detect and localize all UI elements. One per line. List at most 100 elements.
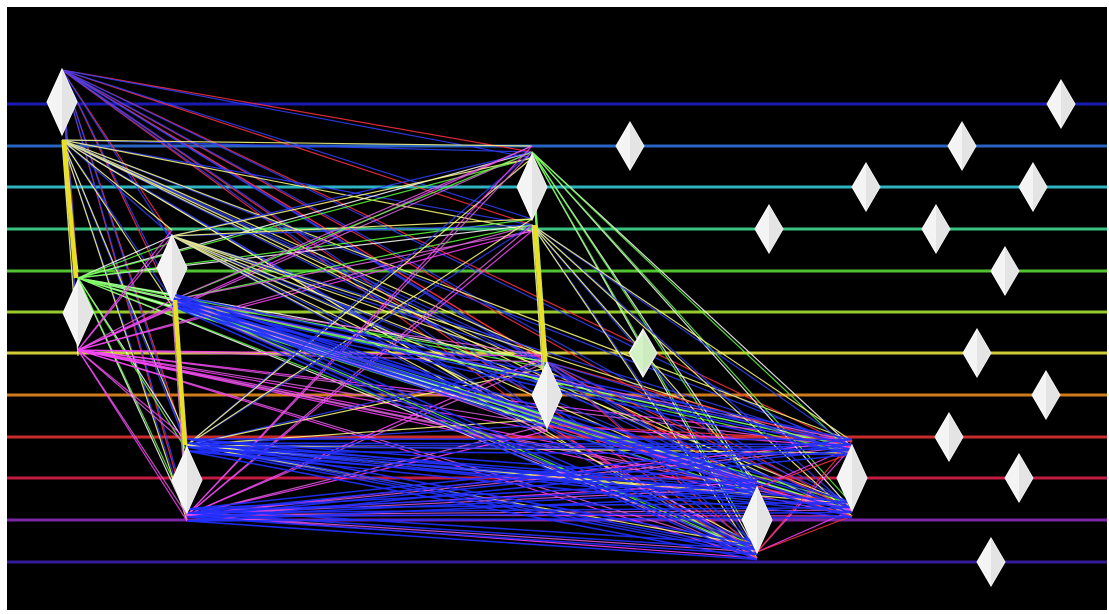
network-edge [61, 69, 533, 226]
network-edge [61, 139, 173, 237]
network-edge [756, 446, 853, 553]
structure-node-8-shade [852, 445, 867, 511]
network-edge [77, 277, 548, 363]
structure-node-4-shade [187, 447, 202, 513]
network-edge [77, 349, 853, 448]
network-edge [77, 349, 758, 483]
network-edge [61, 139, 533, 226]
network-edge [77, 349, 548, 363]
free-node-14 [976, 537, 1006, 587]
free-node-12-shade [949, 413, 963, 461]
structure-node-8 [836, 443, 868, 513]
free-node-tint [630, 333, 656, 373]
network-edge [61, 139, 173, 307]
network-edge [186, 479, 758, 510]
network-edge [61, 139, 188, 522]
free-node-9 [990, 246, 1020, 296]
network-edge [77, 299, 173, 351]
network-edge [77, 235, 173, 279]
free-node-10 [962, 328, 992, 378]
network-edge [77, 277, 188, 452]
network-edge [186, 438, 853, 441]
network-edge [186, 512, 758, 551]
network-edge [186, 516, 853, 522]
network-edge [77, 151, 533, 279]
network-edge [186, 157, 533, 446]
network-edge [186, 442, 758, 487]
free-node-6-shade [962, 122, 976, 170]
network-edge [186, 450, 758, 497]
network-edge [186, 446, 853, 514]
network-edge [531, 151, 853, 454]
structure-node-3 [156, 233, 188, 303]
network-edge [77, 241, 173, 279]
network-edge [61, 139, 533, 147]
network-edge [171, 224, 533, 301]
network-edge [186, 438, 853, 510]
black-background [7, 7, 1107, 610]
structure-node-1 [46, 67, 78, 137]
network-edge [77, 230, 533, 351]
vertical-edge-3 [532, 224, 548, 363]
network-edge [171, 305, 758, 497]
free-node-10-shade [977, 329, 991, 377]
network-edge [171, 230, 533, 301]
network-edge [171, 151, 533, 237]
free-node-3-shade [769, 205, 783, 253]
free-node-12 [934, 412, 964, 462]
network-edge [61, 139, 173, 231]
vertical-edges-group [61, 139, 548, 446]
network-edge [171, 218, 533, 237]
free-node-4 [851, 162, 881, 212]
network-edge [171, 299, 758, 553]
free-node-7-shade [1061, 80, 1075, 128]
network-edge [171, 224, 533, 237]
network-edge [171, 293, 853, 504]
network-edge [186, 443, 853, 514]
network-edge [61, 69, 853, 454]
free-node-13-shade [1019, 454, 1033, 502]
network-edge [171, 301, 853, 514]
free-node-13 [1004, 453, 1034, 503]
network-edge [171, 305, 853, 456]
free-node-7 [1046, 79, 1076, 129]
free-node-1 [615, 121, 645, 171]
network-edge [171, 235, 853, 454]
network-edge [61, 69, 533, 153]
network-edge [77, 145, 533, 351]
network-edge [61, 69, 533, 220]
network-edge [61, 139, 853, 442]
network-edge [77, 349, 188, 446]
network-edge [186, 520, 758, 561]
network-edge [546, 424, 758, 559]
structure-node-6-shade [547, 362, 562, 428]
network-edge [77, 349, 548, 432]
network-edge [531, 224, 853, 442]
network-edge [61, 139, 533, 232]
structure-node-1-shade [62, 69, 77, 135]
free-node-11 [1031, 370, 1061, 420]
network-edge [171, 151, 533, 301]
network-edge [186, 446, 758, 556]
network-edge [171, 297, 853, 446]
network-edge [171, 301, 853, 451]
network-edge [531, 224, 853, 517]
free-node-6 [947, 121, 977, 171]
structure-node-4 [171, 445, 203, 515]
network-edge [186, 442, 853, 446]
network-edge [186, 224, 533, 516]
network-edge [186, 450, 758, 561]
network-edge [171, 297, 758, 551]
vertical-edge-1 [61, 139, 79, 279]
network-edge [171, 305, 758, 561]
network-edge [186, 151, 533, 446]
network-edge [186, 450, 853, 519]
network-edge [186, 508, 758, 546]
network-edge [171, 293, 758, 482]
network-edge [77, 349, 548, 426]
structure-node-2 [62, 278, 94, 348]
network-edge [77, 277, 188, 510]
network-edge [186, 361, 548, 446]
free-node-5-shade [936, 205, 950, 253]
